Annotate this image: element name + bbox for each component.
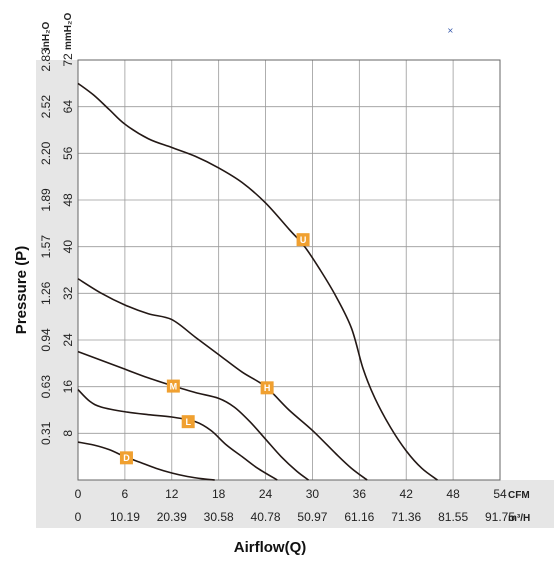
- x-tick-cfm: 24: [259, 487, 273, 501]
- y-tick-mmh2o: 64: [61, 100, 75, 114]
- x-tick-m3h: 61.16: [344, 510, 374, 524]
- plot-border: [77, 59, 501, 481]
- x-tick-cfm: 54: [493, 487, 507, 501]
- x-tick-m3h: 40.78: [251, 510, 281, 524]
- y-tick-inh2o: 1.57: [39, 235, 53, 259]
- series-marker-h: [260, 381, 274, 395]
- x-tick-cfm: 18: [212, 487, 226, 501]
- y-axis-title: Pressure (P): [13, 246, 30, 334]
- x-tick-cfm: 30: [306, 487, 320, 501]
- x-tick-cfm: 0: [75, 487, 82, 501]
- x-unit-primary: CFM: [508, 490, 530, 501]
- grid: [77, 59, 501, 481]
- x-tick-m3h: 50.97: [297, 510, 327, 524]
- y-tick-inh2o: 2.20: [39, 141, 53, 165]
- series-label-m: M: [170, 381, 178, 391]
- y-unit-secondary: inH₂O: [41, 21, 52, 50]
- x-tick-m3h: 91.75: [485, 510, 515, 524]
- x-axis-title: Airflow(Q): [234, 539, 307, 556]
- y-tick-mmh2o: 40: [61, 240, 75, 254]
- y-tick-mmh2o: 72: [61, 53, 75, 67]
- y-tick-mmh2o: 48: [61, 193, 75, 207]
- series-marker-l: [181, 415, 195, 429]
- y-tick-mmh2o: 16: [61, 380, 75, 394]
- y-tick-mmh2o: 32: [61, 286, 75, 300]
- x-tick-cfm: 42: [400, 487, 414, 501]
- series-line-u: [77, 82, 438, 481]
- series-line-h: [77, 278, 368, 481]
- y-tick-inh2o: 2.52: [39, 95, 53, 119]
- plot-area: [78, 60, 500, 480]
- series-line-d: [77, 441, 215, 481]
- y-tick-mmh2o: 24: [61, 333, 75, 347]
- x-unit-secondary: m³/H: [508, 513, 530, 524]
- x-tick-m3h: 30.58: [204, 510, 234, 524]
- left-scale-band: [36, 60, 78, 528]
- y-tick-mmh2o: 56: [61, 146, 75, 160]
- x-tick-m3h: 20.39: [157, 510, 187, 524]
- x-tick-cfm: 48: [446, 487, 460, 501]
- x-tick-m3h: 10.19: [110, 510, 140, 524]
- y-unit-primary: mmH₂O: [63, 13, 74, 50]
- bottom-scale-band: [36, 480, 554, 528]
- x-tick-cfm: 12: [165, 487, 179, 501]
- curve-labels: U H M L D: [119, 233, 310, 465]
- y-tick-inh2o: 0.31: [39, 421, 53, 445]
- y-tick-inh2o: 1.26: [39, 281, 53, 305]
- series-label-l: L: [185, 417, 191, 427]
- y-tick-inh2o: 0.94: [39, 328, 53, 352]
- series-marker-d: [119, 451, 133, 465]
- x-tick-m3h: 81.55: [438, 510, 468, 524]
- series-label-u: U: [300, 235, 307, 245]
- y-tick-inh2o: 0.63: [39, 375, 53, 399]
- x-tick-cfm: 36: [353, 487, 367, 501]
- series-label-d: D: [123, 453, 130, 463]
- series-label-h: H: [264, 383, 271, 393]
- y-tick-inh2o: 1.89: [39, 188, 53, 212]
- y-tick-mmh2o: 8: [61, 430, 75, 437]
- x-tick-m3h: 71.36: [391, 510, 421, 524]
- y-tick-inh2o: 2.83: [39, 48, 53, 72]
- cross-mark-icon: ×: [447, 26, 454, 35]
- x-tick-m3h: 0: [75, 510, 82, 524]
- tick-labels: 0 0 6 10.19 12 20.39 18 30.58 24 40.78 30 50.97 36 61…: [39, 48, 515, 524]
- x-tick-cfm: 6: [122, 487, 129, 501]
- series-line-m: [77, 350, 310, 481]
- series-marker-u: [296, 233, 310, 247]
- series-marker-m: [166, 379, 180, 393]
